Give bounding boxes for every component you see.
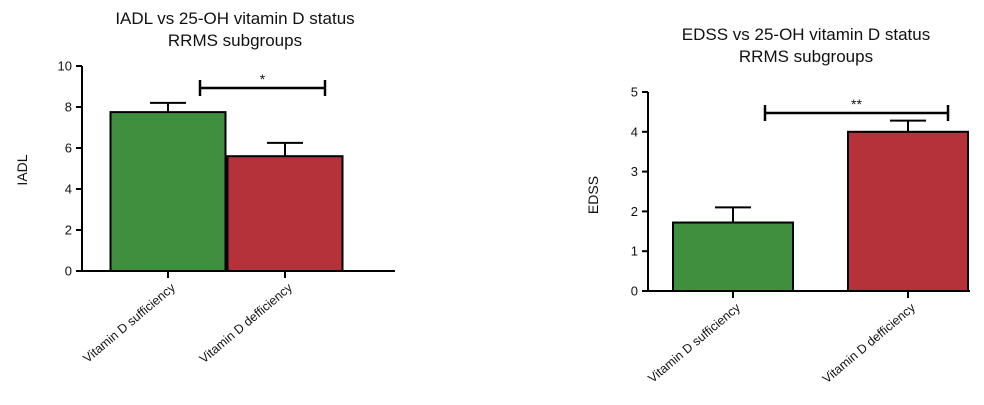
y-tick-label: 0	[631, 284, 638, 299]
y-tick-label: 10	[58, 59, 72, 74]
x-tick-label: Vitamin D sufficiency	[645, 300, 743, 385]
y-tick-label: 2	[631, 204, 638, 219]
plot-area-edss: Vitamin D sufficiency Vitamin D defficien…	[631, 85, 970, 386]
y-tick-label: 4	[65, 182, 72, 197]
bar	[847, 130, 969, 292]
x-tick-label: Vitamin D defficiency	[820, 300, 919, 386]
bar	[109, 111, 227, 272]
chart-iadl: IADL vs 25-OH vitamin D status RRMS subg…	[14, 9, 395, 366]
y-tick-label: 8	[65, 100, 72, 115]
chart-title-line1: IADL vs 25-OH vitamin D status	[115, 9, 354, 28]
y-tick-label: 4	[631, 124, 638, 139]
chart-title-line2: RRMS subgroups	[739, 47, 873, 66]
y-tick-label: 2	[65, 223, 72, 238]
y-axis-label: IADL	[14, 154, 30, 185]
y-tick-label: 0	[65, 264, 72, 279]
bar	[672, 221, 794, 293]
y-tick-label: 6	[65, 141, 72, 156]
y-axis-label: EDSS	[585, 176, 601, 214]
significance-label: **	[851, 96, 862, 112]
significance-label: *	[260, 71, 266, 87]
y-tick-label: 5	[631, 85, 638, 100]
x-tick-label: Vitamin D defficiency	[197, 280, 296, 366]
x-tick-label: Vitamin D sufficiency	[80, 280, 178, 365]
chart-edss: EDSS vs 25-OH vitamin D status RRMS subg…	[585, 25, 970, 386]
y-tick-label: 3	[631, 164, 638, 179]
plot-area-iadl: Vitamin D sufficiency Vitamin D defficien…	[58, 59, 395, 366]
chart-title-line2: RRMS subgroups	[168, 31, 302, 50]
y-tick-label: 1	[631, 244, 638, 259]
bar	[226, 155, 344, 272]
chart-title-line1: EDSS vs 25-OH vitamin D status	[682, 25, 930, 44]
